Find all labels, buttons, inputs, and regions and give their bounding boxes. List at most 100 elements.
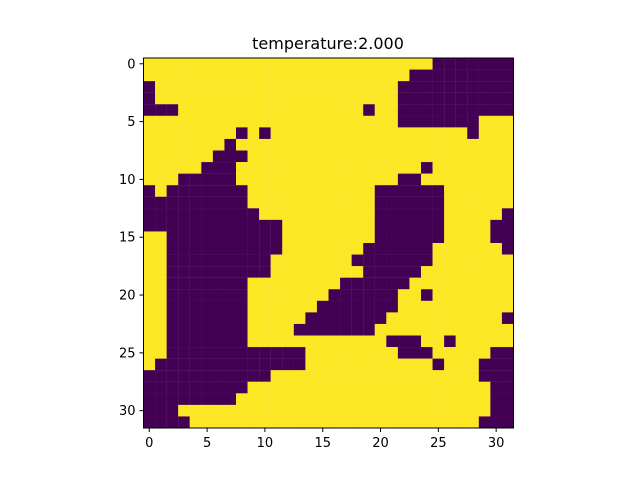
heatmap-cell xyxy=(409,312,422,325)
heatmap-cell xyxy=(432,115,445,128)
heatmap-cell xyxy=(155,115,167,128)
heatmap-cell xyxy=(189,92,202,105)
heatmap-cell xyxy=(478,277,491,290)
heatmap-cell xyxy=(212,219,225,232)
heatmap-cell xyxy=(212,81,225,93)
heatmap-cell xyxy=(501,335,514,348)
heatmap-cell xyxy=(305,416,318,429)
heatmap-cell xyxy=(270,162,283,174)
heatmap-cell xyxy=(374,81,387,93)
heatmap-cell xyxy=(467,370,479,382)
heatmap-cell xyxy=(247,231,260,244)
heatmap-cell xyxy=(201,231,214,244)
heatmap-cell xyxy=(340,196,352,209)
heatmap-cell xyxy=(166,138,179,151)
heatmap-cell xyxy=(201,104,214,116)
heatmap-cell xyxy=(340,347,352,359)
heatmap-cell xyxy=(421,243,433,255)
heatmap-cell xyxy=(236,335,248,348)
heatmap-cell xyxy=(212,266,225,278)
heatmap-cell xyxy=(478,104,491,116)
heatmap-cell xyxy=(421,69,433,82)
heatmap-cell xyxy=(467,231,479,244)
heatmap-cell xyxy=(490,104,503,116)
heatmap-cell xyxy=(305,381,318,394)
heatmap-cell xyxy=(490,289,503,301)
heatmap-cell xyxy=(259,104,271,116)
heatmap-cell xyxy=(340,185,352,197)
heatmap-cell xyxy=(351,231,364,244)
heatmap-cell xyxy=(143,312,156,325)
x-tick-label: 5 xyxy=(203,436,211,451)
heatmap-cell xyxy=(293,219,306,232)
heatmap-cell xyxy=(409,208,422,221)
heatmap-cell xyxy=(455,312,468,325)
heatmap-cell xyxy=(236,300,248,313)
heatmap-cell xyxy=(270,312,283,325)
heatmap-cell xyxy=(247,300,260,313)
heatmap-cell xyxy=(293,358,306,371)
heatmap-cell xyxy=(455,104,468,116)
heatmap-cell xyxy=(340,300,352,313)
heatmap-cell xyxy=(316,335,329,348)
heatmap-cell xyxy=(397,150,410,163)
heatmap-cell xyxy=(166,300,179,313)
heatmap-cell xyxy=(397,58,410,70)
heatmap-cell xyxy=(374,381,387,394)
heatmap-cell xyxy=(478,196,491,209)
heatmap-cell xyxy=(409,358,422,371)
heatmap-cell xyxy=(270,335,283,348)
heatmap-cell xyxy=(282,208,294,221)
heatmap-cell xyxy=(282,404,294,417)
heatmap-cell xyxy=(409,104,422,116)
heatmap-cell xyxy=(316,370,329,382)
heatmap-cell xyxy=(212,173,225,186)
heatmap-cell xyxy=(409,92,422,105)
heatmap-cell xyxy=(293,404,306,417)
y-axis: 0 5 10 15 20 25 30 xyxy=(119,57,144,419)
heatmap-cell xyxy=(189,185,202,197)
heatmap-cell xyxy=(397,381,410,394)
heatmap-cell xyxy=(212,393,225,406)
heatmap-cell xyxy=(247,254,260,267)
heatmap-cell xyxy=(316,404,329,417)
heatmap-cell xyxy=(224,81,237,93)
heatmap-cell xyxy=(178,393,190,406)
heatmap-cell xyxy=(316,115,329,128)
heatmap-cell xyxy=(155,416,167,429)
heatmap-cell xyxy=(444,208,456,221)
heatmap-cell xyxy=(351,347,364,359)
heatmap-cell xyxy=(143,231,156,244)
heatmap-cell xyxy=(305,243,318,255)
heatmap-cell xyxy=(143,185,156,197)
heatmap-cell xyxy=(247,69,260,82)
heatmap-cell xyxy=(236,416,248,429)
heatmap-cell xyxy=(328,115,341,128)
heatmap-cell xyxy=(236,208,248,221)
heatmap-cell xyxy=(351,370,364,382)
heatmap-cell xyxy=(467,300,479,313)
heatmap-cell xyxy=(444,150,456,163)
heatmap-cell xyxy=(270,81,283,93)
heatmap-cell xyxy=(143,404,156,417)
heatmap-cell xyxy=(189,266,202,278)
heatmap-cell xyxy=(201,277,214,290)
heatmap-cell xyxy=(189,231,202,244)
heatmap-cell xyxy=(259,196,271,209)
heatmap-cell xyxy=(259,173,271,186)
heatmap-cell xyxy=(270,150,283,163)
heatmap-cell xyxy=(467,243,479,255)
heatmap-cell xyxy=(421,162,433,174)
heatmap-cell xyxy=(363,138,375,151)
heatmap-cell xyxy=(432,173,445,186)
heatmap-cell xyxy=(455,300,468,313)
heatmap-cell xyxy=(282,58,294,70)
heatmap-cell xyxy=(189,81,202,93)
heatmap-cell xyxy=(247,358,260,371)
heatmap-cell xyxy=(305,196,318,209)
heatmap-cell xyxy=(212,254,225,267)
y-tick-label: 5 xyxy=(127,115,135,130)
heatmap-cell xyxy=(305,323,318,336)
y-tick-label: 0 xyxy=(127,57,135,72)
x-tick-label: 20 xyxy=(372,436,389,451)
